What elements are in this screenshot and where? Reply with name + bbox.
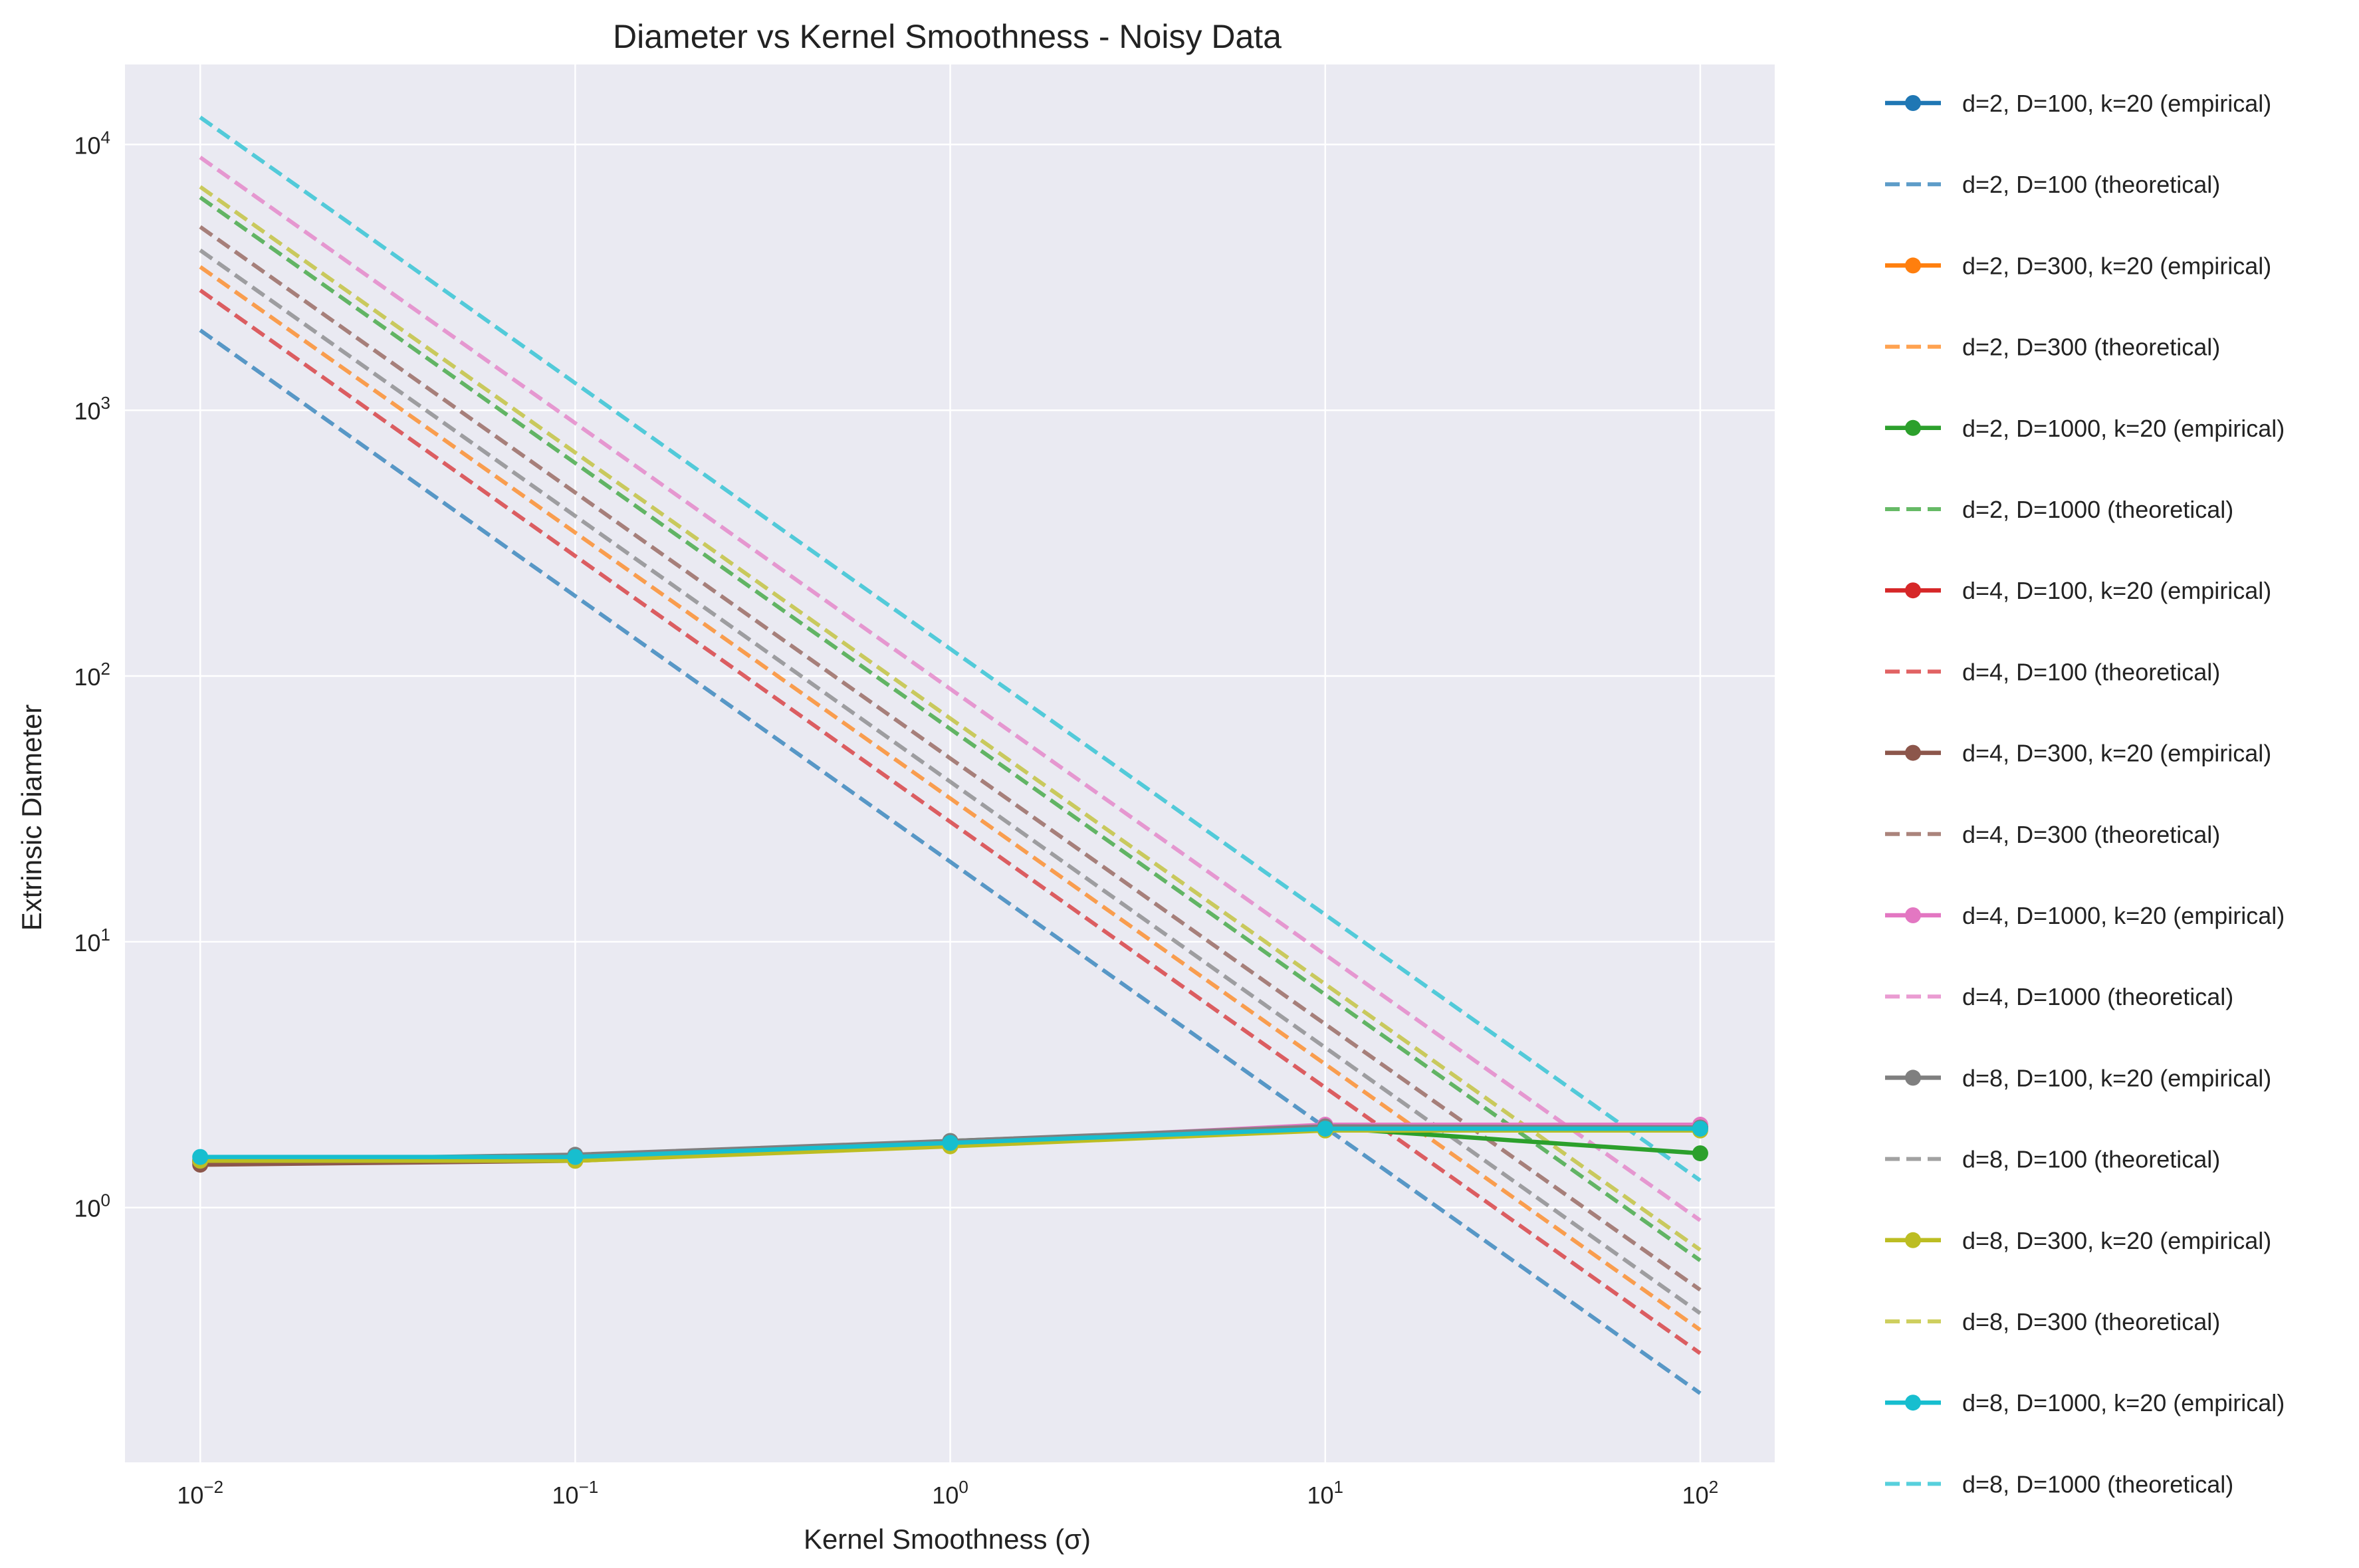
legend-label: d=2, D=300, k=20 (empirical) bbox=[1962, 252, 2271, 279]
grid bbox=[125, 64, 1775, 1462]
chart-title: Diameter vs Kernel Smoothness - Noisy Da… bbox=[613, 18, 1282, 55]
legend-item: d=4, D=1000 (theoretical) bbox=[1885, 983, 2233, 1010]
theoretical-line bbox=[199, 195, 1702, 1262]
legend-item: d=8, D=100 (theoretical) bbox=[1885, 1146, 2220, 1173]
x-tick-exponent: −1 bbox=[579, 1477, 599, 1497]
legend-label: d=8, D=1000, k=20 (empirical) bbox=[1962, 1389, 2285, 1416]
legend-item: d=2, D=1000, k=20 (empirical) bbox=[1885, 415, 2285, 442]
legend-marker bbox=[1905, 1069, 1921, 1086]
theoretical-line bbox=[199, 116, 1702, 1182]
series-18 bbox=[199, 116, 1702, 1182]
legend-label: d=4, D=300 (theoretical) bbox=[1962, 821, 2220, 848]
legend-item: d=2, D=1000 (theoretical) bbox=[1885, 496, 2233, 523]
data-point bbox=[1692, 1145, 1708, 1162]
legend-label: d=2, D=100 (theoretical) bbox=[1962, 171, 2220, 198]
legend-marker bbox=[1905, 257, 1921, 274]
series-2 bbox=[199, 328, 1702, 1395]
legend-item: d=4, D=300, k=20 (empirical) bbox=[1885, 740, 2271, 767]
x-axis-label: Kernel Smoothness (σ) bbox=[804, 1523, 1091, 1555]
legend-item: d=4, D=300 (theoretical) bbox=[1885, 821, 2220, 848]
legend-marker bbox=[1905, 95, 1921, 111]
x-tick-exponent: −2 bbox=[203, 1477, 223, 1497]
legend-label: d=2, D=300 (theoretical) bbox=[1962, 334, 2220, 361]
y-tick-exponent: 3 bbox=[101, 393, 110, 413]
legend-label: d=2, D=100, k=20 (empirical) bbox=[1962, 90, 2271, 117]
theoretical-line bbox=[199, 265, 1702, 1332]
legend-marker bbox=[1905, 582, 1921, 599]
legend-label: d=4, D=1000, k=20 (empirical) bbox=[1962, 902, 2285, 929]
legend-marker bbox=[1905, 1395, 1921, 1411]
legend-marker bbox=[1905, 1232, 1921, 1248]
theoretical-line bbox=[199, 328, 1702, 1395]
series-layer bbox=[192, 116, 1708, 1395]
theoretical-line bbox=[199, 156, 1702, 1222]
series-4 bbox=[199, 265, 1702, 1332]
data-point bbox=[1692, 1121, 1708, 1137]
data-point bbox=[567, 1149, 584, 1165]
y-tick-label: 103 bbox=[74, 393, 110, 425]
legend-label: d=2, D=1000, k=20 (empirical) bbox=[1962, 415, 2285, 442]
series-17 bbox=[192, 1121, 1708, 1165]
x-tick-exponent: 2 bbox=[1709, 1477, 1718, 1497]
theoretical-line bbox=[199, 225, 1702, 1292]
theoretical-line bbox=[199, 288, 1702, 1355]
legend-marker bbox=[1905, 907, 1921, 923]
legend-item: d=2, D=300 (theoretical) bbox=[1885, 334, 2220, 361]
x-tick-exponent: 0 bbox=[958, 1477, 968, 1497]
series-6 bbox=[199, 195, 1702, 1262]
legend-item: d=8, D=300 (theoretical) bbox=[1885, 1308, 2220, 1335]
legend-item: d=8, D=300, k=20 (empirical) bbox=[1885, 1227, 2271, 1254]
y-tick-exponent: 4 bbox=[101, 127, 110, 147]
x-tick-exponent: 1 bbox=[1334, 1477, 1343, 1497]
legend-item: d=4, D=100, k=20 (empirical) bbox=[1885, 577, 2271, 604]
legend-item: d=8, D=100, k=20 (empirical) bbox=[1885, 1064, 2271, 1091]
data-point bbox=[942, 1135, 958, 1151]
legend-label: d=4, D=300, k=20 (empirical) bbox=[1962, 740, 2271, 767]
y-axis-label: Extrinsic Diameter bbox=[16, 705, 47, 931]
legend-label: d=8, D=300, k=20 (empirical) bbox=[1962, 1227, 2271, 1254]
y-tick-exponent: 0 bbox=[101, 1190, 110, 1210]
y-tick-exponent: 2 bbox=[101, 659, 110, 679]
legend-label: d=8, D=100 (theoretical) bbox=[1962, 1146, 2220, 1173]
series-8 bbox=[199, 288, 1702, 1355]
legend-item: d=8, D=1000, k=20 (empirical) bbox=[1885, 1389, 2285, 1416]
legend: d=2, D=100, k=20 (empirical) d=2, D=100 (… bbox=[1885, 90, 2285, 1498]
legend-label: d=4, D=100, k=20 (empirical) bbox=[1962, 577, 2271, 604]
legend-label: d=8, D=300 (theoretical) bbox=[1962, 1308, 2220, 1335]
legend-item: d=4, D=1000, k=20 (empirical) bbox=[1885, 902, 2285, 929]
series-10 bbox=[199, 225, 1702, 1292]
legend-item: d=8, D=1000 (theoretical) bbox=[1885, 1470, 2233, 1498]
legend-label: d=8, D=1000 (theoretical) bbox=[1962, 1470, 2233, 1498]
y-tick-exponent: 1 bbox=[101, 925, 110, 945]
legend-item: d=2, D=300, k=20 (empirical) bbox=[1885, 252, 2271, 279]
legend-label: d=2, D=1000 (theoretical) bbox=[1962, 496, 2233, 523]
legend-label: d=4, D=1000 (theoretical) bbox=[1962, 983, 2233, 1010]
data-point bbox=[1317, 1121, 1333, 1137]
legend-label: d=4, D=100 (theoretical) bbox=[1962, 658, 2220, 685]
legend-item: d=2, D=100 (theoretical) bbox=[1885, 171, 2220, 198]
x-tick-label: 10−1 bbox=[552, 1477, 599, 1509]
series-16 bbox=[199, 185, 1702, 1252]
legend-item: d=2, D=100, k=20 (empirical) bbox=[1885, 90, 2271, 117]
theoretical-line bbox=[199, 185, 1702, 1252]
series-12 bbox=[199, 156, 1702, 1222]
legend-label: d=8, D=100, k=20 (empirical) bbox=[1962, 1064, 2271, 1091]
legend-item: d=4, D=100 (theoretical) bbox=[1885, 658, 2220, 685]
data-point bbox=[192, 1149, 209, 1165]
legend-marker bbox=[1905, 744, 1921, 761]
legend-marker bbox=[1905, 419, 1921, 436]
